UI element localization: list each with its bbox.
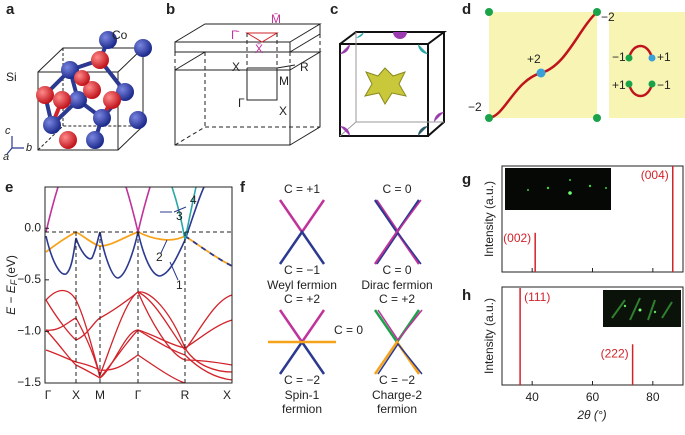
curve: [627, 83, 654, 98]
charge-label: −1: [612, 50, 626, 64]
cone-name: Charge-2: [372, 388, 422, 402]
charge-label: −1: [657, 78, 671, 92]
chern-label: C = −1: [284, 263, 320, 277]
x-tick-label: X: [72, 388, 80, 402]
panel-g: g Intensity (a.u.): [462, 165, 684, 273]
x-tick-label: Γ: [135, 388, 142, 402]
cones: [268, 199, 423, 375]
charge-label: +1: [612, 78, 626, 92]
panel-h: h Intensity (a.u.) 2θ (°): [462, 286, 684, 422]
cone-name: fermion: [377, 402, 417, 416]
y-tick-label: −1.0: [17, 324, 41, 338]
label-sub: F: [9, 279, 19, 285]
cone-name: Dirac fermion: [361, 278, 432, 292]
point-label: Γ: [238, 96, 245, 110]
box: [489, 12, 597, 118]
x-axis-label: 2θ (°): [576, 408, 606, 422]
label-part: (eV): [4, 255, 18, 278]
panel-e: e 4 3 2 1 E − EF(eV) Γ X M Γ R X: [4, 179, 233, 402]
chern-label: C = 0: [382, 182, 411, 196]
inset-image: [603, 290, 681, 327]
panel-letter: h: [462, 287, 471, 304]
panel-letter: d: [462, 1, 471, 18]
x-tick-label: X: [223, 388, 231, 402]
atom-label: Si: [6, 70, 17, 84]
peak-label: (004): [641, 168, 669, 182]
chern-label: C = 0: [382, 263, 411, 277]
band-label: 1: [176, 278, 183, 292]
cone-name: Spin-1: [285, 388, 320, 402]
fermi-surface: [339, 31, 447, 137]
crystal-structure: [36, 31, 152, 151]
panel-letter: f: [240, 179, 246, 196]
panel-letter: g: [462, 171, 471, 188]
charge-label: +2: [527, 52, 541, 66]
y-axis-label: E − EF(eV): [4, 255, 19, 315]
y-axis-label: Intensity (a.u.): [482, 181, 496, 257]
y-axis-label: Intensity (a.u.): [482, 298, 496, 374]
axis-label: a: [3, 151, 9, 163]
inset-image: [505, 168, 611, 210]
panel-f: f C = +1 C = −1 Weyl fermion C = 0 C = 0…: [240, 179, 433, 416]
peak-label: (222): [601, 346, 629, 360]
y-tick-label: −0.5: [17, 272, 41, 286]
x-tick-label: 80: [646, 390, 660, 404]
bands: [45, 186, 233, 384]
point-label: Γ̄: [231, 28, 240, 42]
panel-letter: e: [5, 179, 13, 196]
panel-letter: a: [6, 1, 15, 18]
chern-label: C = +2: [379, 292, 415, 306]
y-tick-label: 0.0: [24, 220, 41, 234]
peak-label: (002): [503, 231, 531, 245]
plot-frame: [44, 186, 233, 384]
axis-arrows: [6, 136, 24, 155]
point-label: M: [279, 74, 289, 88]
chern-label: C = +1: [284, 182, 320, 196]
band-label: 4: [190, 193, 197, 207]
point-label: X: [232, 60, 240, 74]
panel-c: c: [330, 1, 447, 137]
panel-b: b Γ̄ M̄ X̄ X R M Γ X: [166, 1, 322, 146]
point-label: R: [300, 60, 309, 74]
label-part: E − E: [4, 284, 18, 315]
panel-letter: c: [330, 1, 338, 18]
chern-label: C = +2: [284, 292, 320, 306]
point-label: X̄: [255, 42, 263, 56]
panel-a: a Co Si c a b: [3, 1, 152, 163]
x-tick-label: R: [181, 388, 190, 402]
charge-label: +1: [657, 50, 671, 64]
chern-label: C = −2: [379, 373, 415, 387]
charge-label: −2: [468, 100, 482, 114]
cone-name: fermion: [282, 402, 322, 416]
x-tick-label: 60: [586, 390, 600, 404]
chern-label: C = 0: [334, 323, 363, 337]
brillouin-zone: [174, 23, 322, 146]
panel-d: d −2 +2 −2 −1 +1 +1 −1: [462, 1, 685, 122]
box: [609, 12, 685, 118]
x-tick-label: 40: [525, 390, 539, 404]
curve: [627, 44, 654, 59]
y-tick-label: −1.5: [17, 375, 41, 389]
atom-label: Co: [112, 28, 128, 42]
axis-label: b: [26, 142, 32, 154]
x-tick-label: Γ: [45, 388, 52, 402]
cone-name: Weyl fermion: [267, 278, 337, 292]
panel-letter: b: [166, 1, 175, 18]
band-label: 2: [156, 250, 163, 264]
charge-label: −2: [601, 10, 615, 24]
peak-label: (111): [524, 290, 550, 304]
chern-label: C = −2: [284, 373, 320, 387]
band-label: 3: [176, 209, 183, 223]
dots: [485, 8, 656, 122]
x-tick-label: M: [95, 388, 105, 402]
point-label: X: [279, 104, 287, 118]
point-label: M̄: [271, 12, 281, 26]
axis-label: c: [5, 125, 11, 137]
